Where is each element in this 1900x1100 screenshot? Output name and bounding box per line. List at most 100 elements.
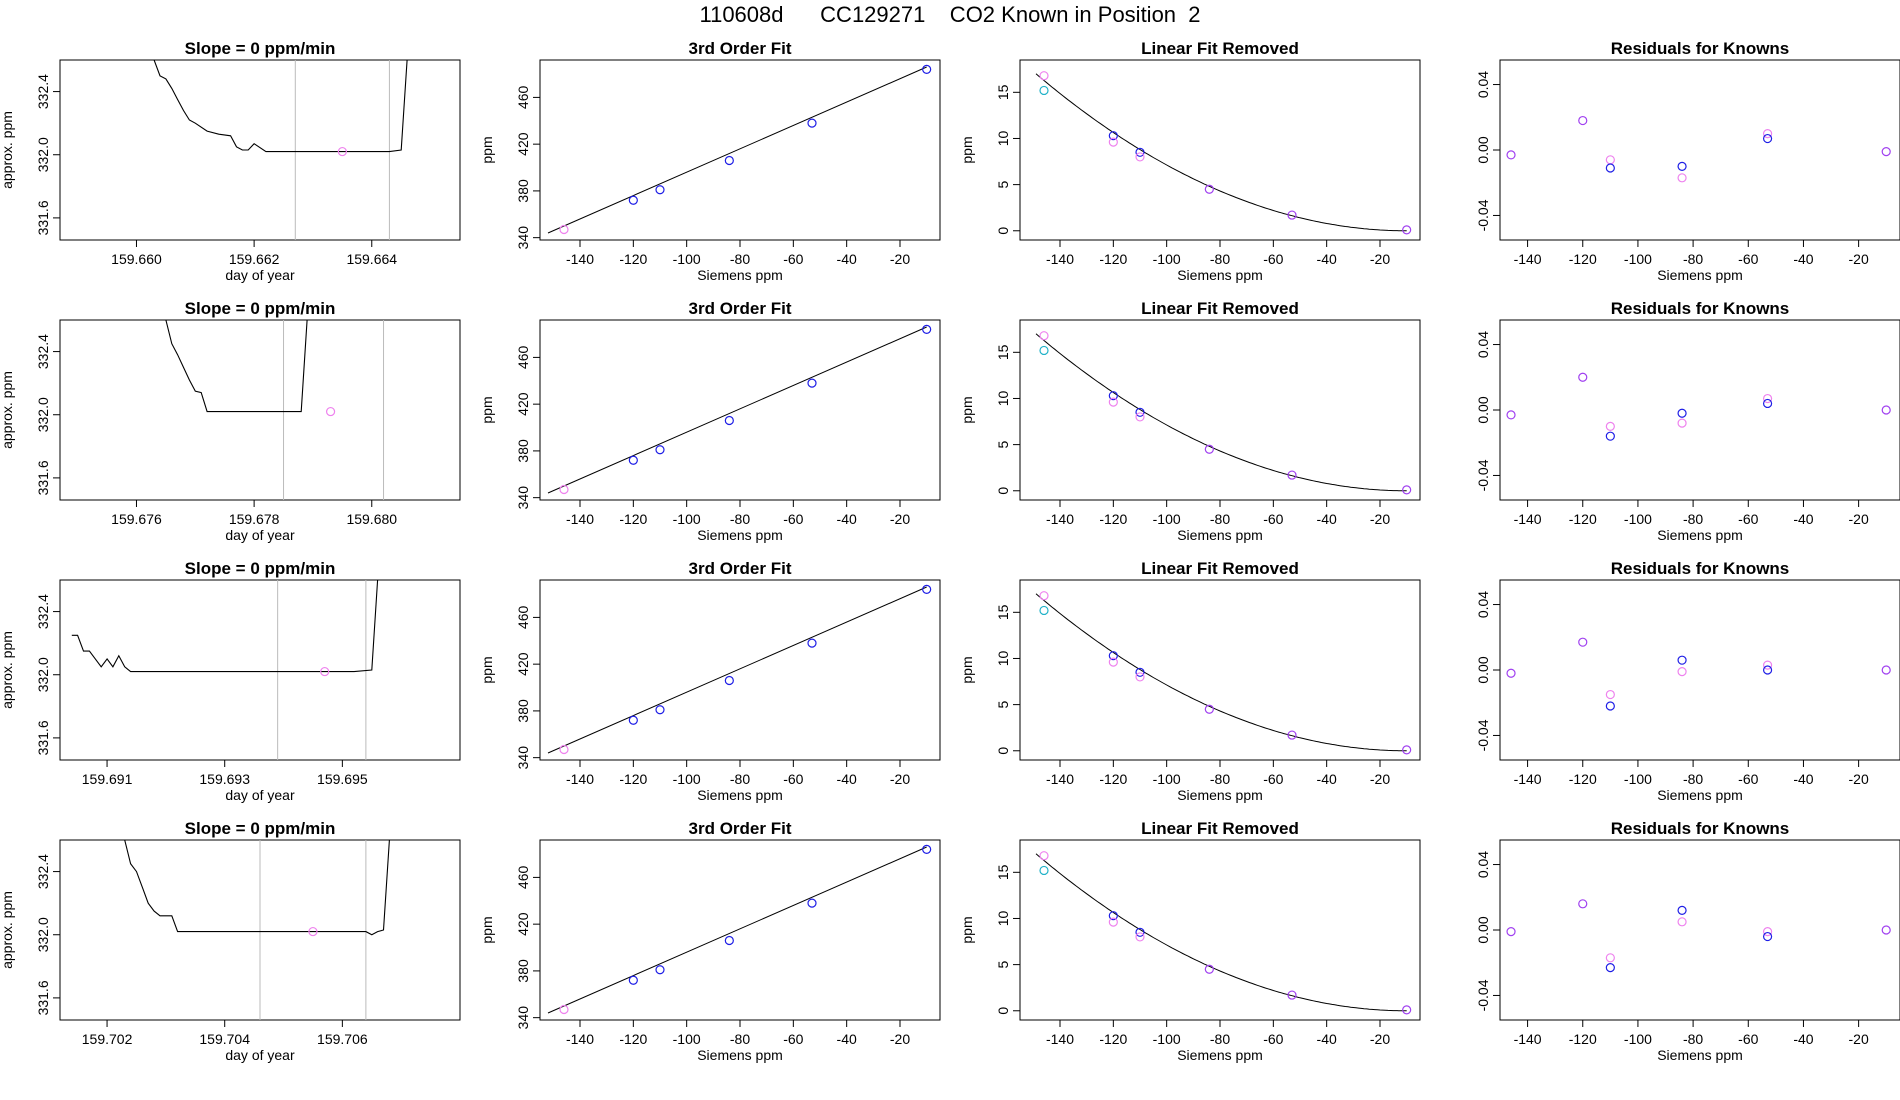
plot-area [153, 60, 408, 240]
panel-r0c2: Linear Fit Removed -140 -120 -100 -80 -60 -40 -… [959, 39, 1421, 283]
data-point [1287, 990, 1297, 1000]
data-point [1204, 964, 1214, 974]
x-tick-label: -20 [1370, 511, 1390, 527]
data-point [1762, 931, 1773, 942]
data-point [1135, 927, 1145, 937]
x-tick-label: 159.691 [82, 771, 133, 787]
panel-title: Slope = 0 ppm/min [185, 559, 336, 578]
data-point [1108, 651, 1118, 661]
data-point [559, 484, 569, 495]
data-point [1578, 637, 1588, 647]
y-tick-label: 331.6 [35, 460, 51, 495]
y-tick-label: 5 [995, 181, 1011, 189]
data-point [1039, 865, 1049, 876]
y-axis-label: ppm [479, 916, 495, 943]
y-axis-label: approx. ppm [0, 111, 15, 189]
y-tick-label: 331.6 [35, 200, 51, 235]
y-tick-label: -0.04 [1475, 199, 1491, 231]
x-tick-label: -20 [890, 771, 910, 787]
y-axis-label: ppm [959, 396, 975, 423]
data-point [628, 715, 638, 725]
plot-frame [59, 319, 461, 501]
x-tick-label: -140 [1046, 1031, 1074, 1047]
data-point [724, 155, 734, 166]
x-tick-label: -20 [1849, 251, 1869, 267]
x-axis-label: Siemens ppm [1177, 1047, 1263, 1063]
data-point [1677, 408, 1687, 418]
data-point [1578, 372, 1588, 382]
x-tick-label: -120 [1099, 1031, 1127, 1047]
x-tick-label: -140 [566, 771, 594, 787]
panel-r1c0: Slope = 0 ppm/min 159.676 159.678 159.680 33… [0, 299, 461, 543]
y-axis-label: ppm [959, 136, 975, 163]
data-point [807, 118, 817, 128]
x-tick-label: -80 [1683, 771, 1703, 787]
data-point [1762, 660, 1773, 670]
x-tick-label: -60 [783, 511, 803, 527]
data-point [1108, 917, 1118, 927]
y-tick-label: 340 [515, 486, 531, 510]
y-tick-label: 0.04 [1475, 331, 1491, 358]
y-tick-label: 380 [515, 439, 531, 463]
x-tick-label: -120 [1569, 1031, 1597, 1047]
data-point [1677, 655, 1687, 665]
data-point [1039, 605, 1049, 616]
y-tick-label: 0 [995, 747, 1011, 755]
x-axis-label: Siemens ppm [697, 527, 783, 543]
data-point [1762, 665, 1773, 675]
x-axis-label: Siemens ppm [697, 267, 783, 283]
x-tick-label: -60 [783, 771, 803, 787]
x-tick-label: -60 [783, 1031, 803, 1047]
y-tick-label: -0.04 [1475, 979, 1491, 1011]
fit-line [547, 586, 927, 754]
x-tick-label: -20 [890, 251, 910, 267]
data-point [1677, 917, 1687, 927]
plot-frame [1499, 579, 1900, 761]
data-point [1605, 431, 1615, 441]
x-tick-label: 159.662 [229, 251, 280, 267]
data-point [1135, 412, 1145, 422]
data-point [628, 455, 638, 465]
y-axis-label: ppm [479, 396, 495, 423]
plot-area [1506, 899, 1891, 973]
x-tick-label: -120 [1099, 511, 1127, 527]
y-tick-label: 331.6 [35, 980, 51, 1015]
x-tick-label: -40 [1793, 511, 1813, 527]
y-axis-label: ppm [959, 916, 975, 943]
series-line [124, 840, 390, 936]
data-point [655, 185, 665, 195]
data-point [1762, 393, 1773, 404]
data-point [1287, 470, 1297, 480]
x-axis-label: Siemens ppm [697, 787, 783, 803]
plot-frame [1019, 579, 1421, 761]
x-axis-label: day of year [225, 527, 295, 543]
y-tick-label: 0.00 [1475, 916, 1491, 943]
data-point [337, 146, 347, 157]
data-point [1605, 963, 1615, 973]
panel-title: Slope = 0 ppm/min [185, 299, 336, 318]
y-tick-label: 10 [995, 390, 1011, 406]
x-axis-label: Siemens ppm [1177, 787, 1263, 803]
y-axis-label: approx. ppm [0, 631, 15, 709]
panel-r2c0: Slope = 0 ppm/min 159.691 159.693 159.695 33… [0, 559, 461, 803]
x-tick-label: -140 [566, 1031, 594, 1047]
data-point [1287, 210, 1297, 220]
data-point [807, 638, 817, 648]
y-tick-label: 331.6 [35, 720, 51, 755]
y-tick-label: 0.04 [1475, 851, 1491, 878]
data-point [1108, 131, 1118, 141]
x-tick-label: -120 [1569, 771, 1597, 787]
panel-title: Linear Fit Removed [1141, 819, 1299, 838]
panel-r1c3: Residuals for Knowns -140 -120 -100 -80 -60 -4… [1475, 299, 1900, 543]
panel-r3c1: 3rd Order Fit -140 -120 -100 -80 -60 -40 -20 340… [479, 819, 941, 1063]
x-tick-label: 159.680 [346, 511, 397, 527]
panel-r0c3: Residuals for Knowns -140 -120 -100 -80 -60 -4… [1475, 39, 1900, 283]
x-tick-label: -20 [890, 1031, 910, 1047]
panel-r2c1: 3rd Order Fit -140 -120 -100 -80 -60 -40 -20 340… [479, 559, 941, 803]
x-tick-label: -40 [837, 251, 857, 267]
y-tick-label: 332.4 [35, 334, 51, 369]
x-tick-label: -100 [673, 251, 701, 267]
y-tick-label: -0.04 [1475, 719, 1491, 751]
panel-title: 3rd Order Fit [689, 299, 792, 318]
